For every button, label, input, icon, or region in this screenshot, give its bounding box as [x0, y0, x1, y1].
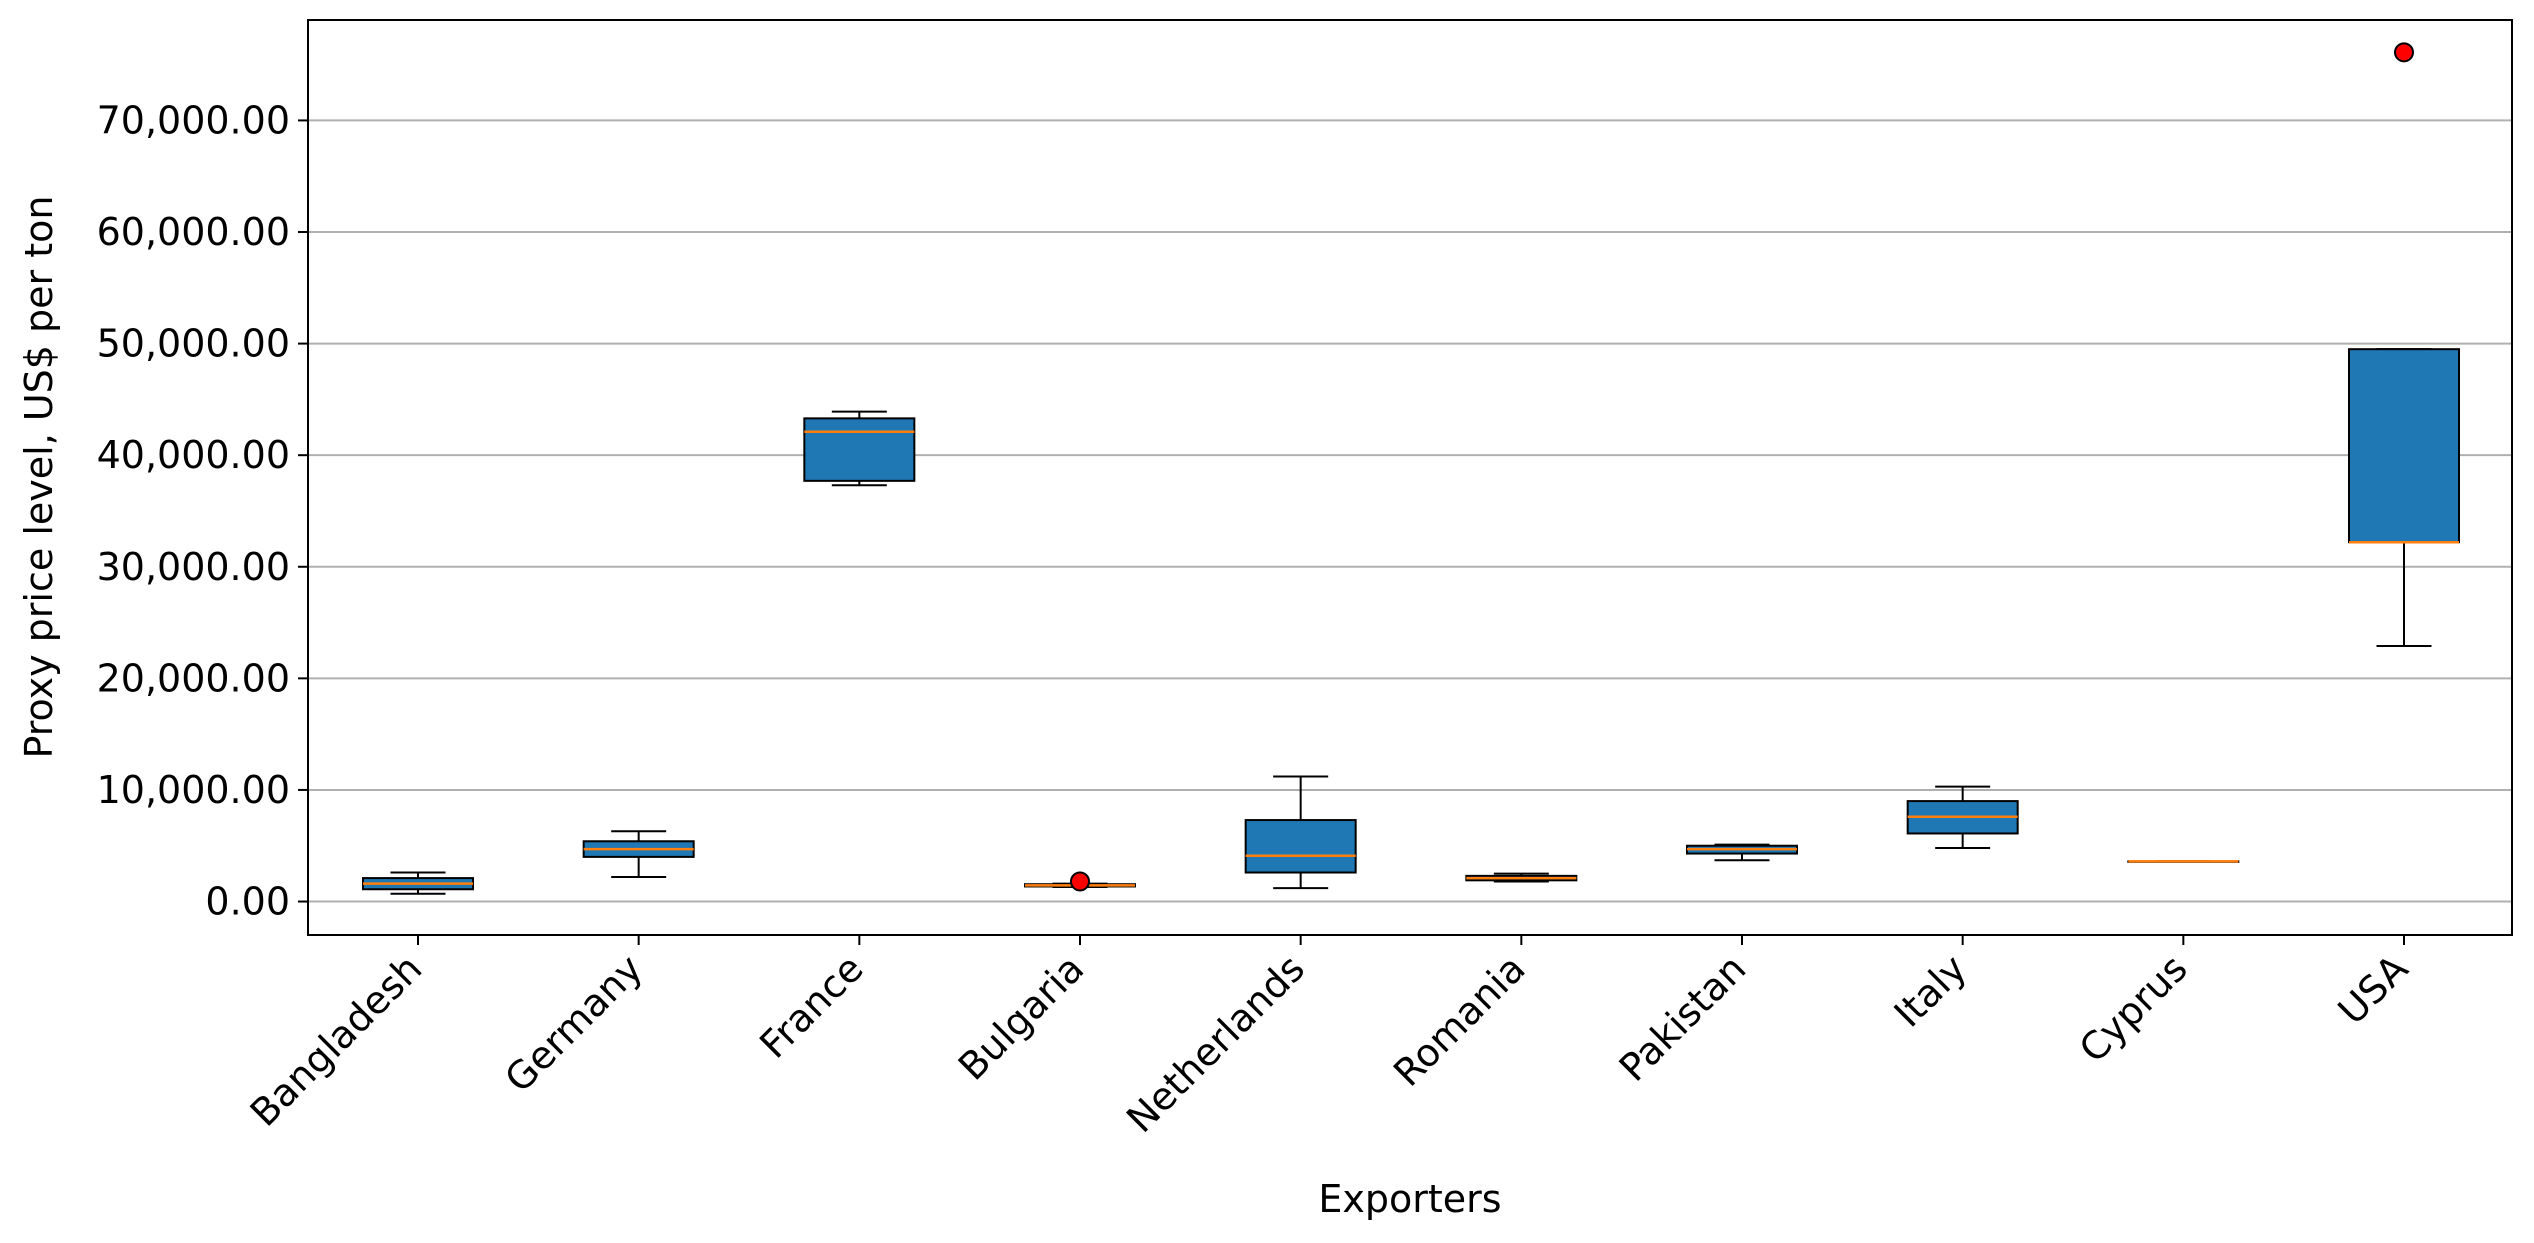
y-tick-label: 50,000.00 — [97, 322, 290, 366]
box-group-germany — [582, 830, 695, 878]
box-group-pakistan — [1686, 843, 1798, 862]
box-iqr — [2348, 348, 2460, 544]
x-tick-label: Italy — [1886, 946, 1975, 1035]
box-group-france — [803, 410, 916, 487]
x-tick-label: France — [751, 946, 871, 1066]
box-group-netherlands — [1244, 775, 1357, 890]
y-tick-label: 20,000.00 — [97, 656, 290, 700]
y-axis-title: Proxy price level, US$ per ton — [17, 196, 61, 759]
x-tick-label: Romania — [1385, 946, 1534, 1095]
box-series — [362, 42, 2460, 895]
x-tick-label: Pakistan — [1611, 946, 1755, 1090]
x-tick-label: Germany — [496, 946, 651, 1101]
x-axis-title: Exporters — [1318, 1177, 1501, 1221]
x-tick-label: Bangladesh — [242, 946, 431, 1135]
x-tick-label: Cyprus — [2071, 946, 2196, 1071]
y-tick-label: 40,000.00 — [97, 433, 290, 477]
y-tick-label: 70,000.00 — [97, 98, 290, 142]
plot-frame — [307, 19, 2513, 936]
box-group-usa — [2348, 42, 2460, 647]
x-axis: Bangladesh Germany France Bulgaria Netherlan… — [242, 935, 2417, 1141]
y-tick-label: 30,000.00 — [97, 545, 290, 589]
y-tick-label: 60,000.00 — [97, 210, 290, 254]
y-tick-label: 0.00 — [205, 880, 290, 924]
outlier-point — [2394, 42, 2414, 63]
x-tick-label: Bulgaria — [950, 946, 1093, 1089]
box-iqr — [1244, 819, 1357, 874]
box-group-bangladesh — [362, 871, 474, 895]
box-group-cyprus — [2127, 860, 2240, 863]
box-group-italy — [1906, 785, 2019, 849]
y-axis: 0.00 10,000.00 20,000.00 30,000.00 40,000.00… — [97, 98, 308, 924]
x-tick-label: Netherlands — [1118, 946, 1313, 1141]
box-iqr — [803, 417, 916, 482]
y-tick-label: 10,000.00 — [97, 768, 290, 812]
outlier-point — [1070, 871, 1090, 892]
box-group-romania — [1465, 872, 1578, 883]
grid-lines — [308, 119, 2512, 903]
box-group-bulgaria — [1024, 871, 1136, 892]
x-tick-label: USA — [2330, 946, 2417, 1033]
